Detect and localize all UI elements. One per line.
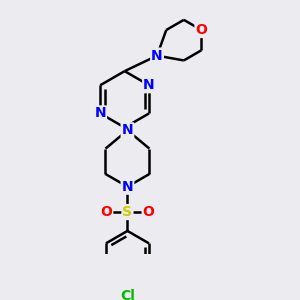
- Text: N: N: [151, 49, 163, 63]
- Text: O: O: [196, 23, 207, 37]
- Text: O: O: [143, 205, 154, 219]
- Text: Cl: Cl: [120, 289, 135, 300]
- Text: N: N: [143, 78, 155, 92]
- Text: N: N: [122, 123, 133, 137]
- Text: N: N: [122, 180, 133, 194]
- Text: N: N: [94, 106, 106, 120]
- Text: O: O: [100, 205, 112, 219]
- Text: S: S: [122, 205, 133, 219]
